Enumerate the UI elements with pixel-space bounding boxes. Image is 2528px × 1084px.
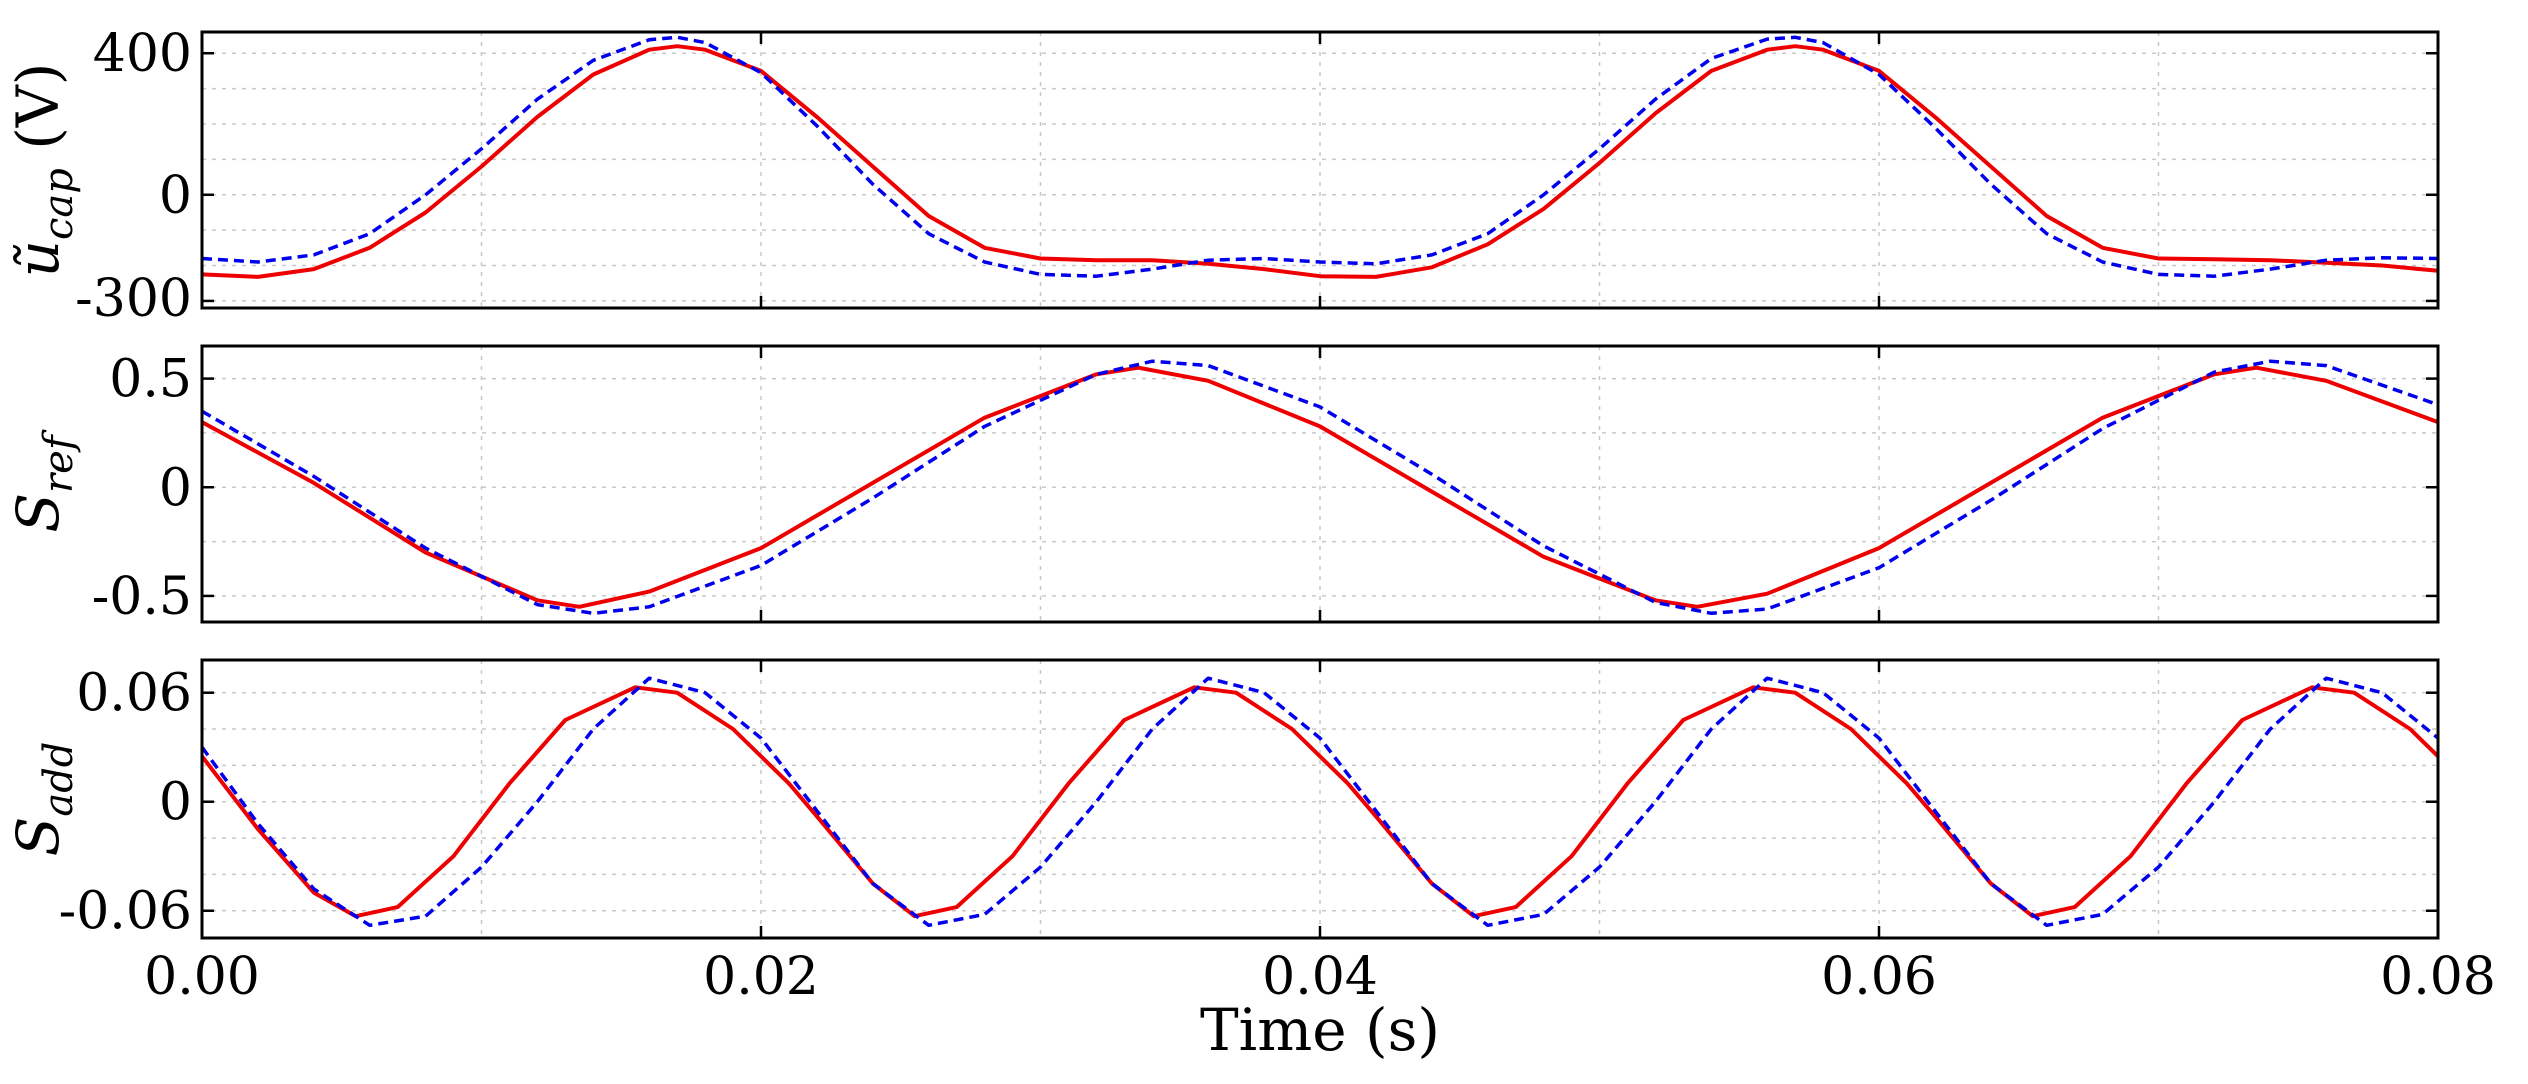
- x-axis-label: Time (s): [1200, 996, 1440, 1064]
- y-tick-label: -0.06: [59, 882, 192, 942]
- x-tick-label: 0.08: [2380, 947, 2496, 1007]
- y-tick-label: 0: [159, 166, 192, 226]
- x-tick-label: 0.04: [1262, 947, 1378, 1007]
- series-line-measured: [201, 44, 2439, 279]
- series-line-reference: [200, 676, 2440, 928]
- series-line-reference: [201, 35, 2439, 278]
- y-tick-label: 400: [93, 24, 192, 84]
- y-tick-label: -0.5: [92, 567, 192, 627]
- y-tick-label: -300: [75, 269, 192, 329]
- series-line-reference: [201, 359, 2439, 616]
- x-tick-label: 0.02: [703, 947, 819, 1007]
- y-tick-label: 0: [159, 458, 192, 518]
- panel-s-ref: -0.5 0 0.5 Sref: [4, 344, 2440, 627]
- plot-frame: [200, 658, 2440, 940]
- series-line-measured: [200, 685, 2440, 919]
- y-tick-label: 0: [159, 773, 192, 833]
- plot-frame: [200, 30, 2440, 310]
- y-tick-label: 0.06: [76, 664, 192, 724]
- y-axis-label-subscript: cap: [36, 168, 82, 240]
- panel-s-add: -0.06 0 0.06 Sadd 0.00 0.02 0.04 0.06 0.08: [4, 658, 2496, 1007]
- plot-frame: [200, 344, 2440, 624]
- y-axis-label-subscript: add: [36, 742, 82, 817]
- y-axis-label-subscript: ref: [36, 429, 82, 493]
- y-axis-label: Sref: [4, 429, 82, 533]
- y-axis-label: Sadd: [4, 742, 82, 857]
- y-axis-label-unit: (V): [4, 63, 72, 169]
- y-axis-label-symbol: S: [4, 493, 72, 533]
- y-axis-label-symbol: S: [4, 817, 72, 857]
- y-axis-label-symbol: ũ: [4, 240, 72, 277]
- y-tick-label: 0.5: [109, 350, 192, 410]
- x-tick-label: 0.00: [144, 947, 260, 1007]
- x-tick-label: 0.06: [1821, 947, 1937, 1007]
- y-axis-label: ũcap (V): [4, 63, 82, 278]
- series-line-measured: [201, 365, 2439, 609]
